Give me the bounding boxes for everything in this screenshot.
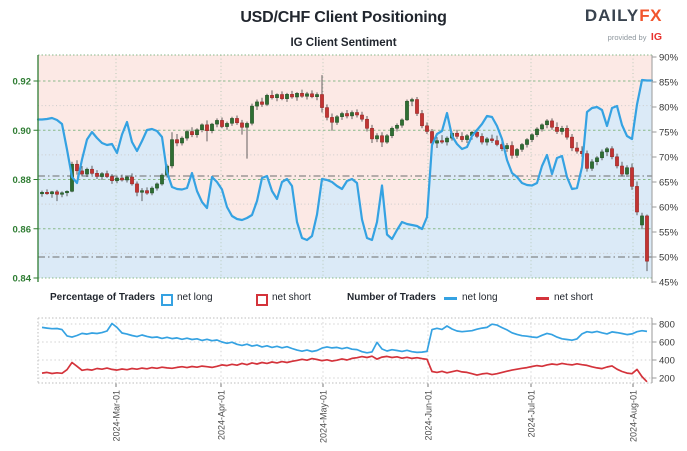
svg-text:0.84: 0.84: [13, 274, 32, 285]
svg-text:50%: 50%: [659, 253, 679, 264]
svg-text:85%: 85%: [659, 78, 679, 89]
dailyfx-wordmark: DAILYFX: [584, 6, 662, 25]
price-axis-left: 0.92 0.90 0.88 0.86 0.84: [13, 55, 39, 285]
percent-axis-right: 90% 85% 80% 75% 70% 65% 60% 55% 50% 45%: [651, 53, 679, 289]
svg-text:0.90: 0.90: [13, 126, 32, 137]
legend-net-short-count: net short: [554, 292, 593, 303]
legend: Percentage of Traders net long net short…: [0, 292, 687, 308]
date-axis: 2024-Mar-01 2024-Apr-01 2024-May-01 2024-Ju…: [112, 383, 639, 443]
chart-title: IG Client Sentiment: [290, 37, 397, 49]
page-title: USD/CHF Client Positioning: [240, 9, 447, 26]
legend-net-long-count: net long: [462, 292, 498, 303]
net-long-count-swatch-icon: [444, 297, 457, 300]
svg-text:65%: 65%: [659, 178, 679, 189]
legend-number-of-traders: Number of Traders: [347, 292, 436, 303]
svg-text:0.92: 0.92: [13, 77, 32, 88]
svg-text:2024-Apr-01: 2024-Apr-01: [217, 390, 227, 440]
fill-above-net-long: [38, 55, 652, 240]
main-gridlines: [38, 54, 652, 383]
svg-text:2024-Jul-01: 2024-Jul-01: [527, 390, 537, 438]
net-long-pct-swatch-icon: [161, 294, 173, 306]
svg-text:45%: 45%: [659, 278, 679, 289]
svg-text:60%: 60%: [659, 203, 679, 214]
traders-panel: 800 600 400 200: [37, 317, 675, 385]
svg-text:800: 800: [659, 320, 675, 331]
legend-net-short-pct: net short: [272, 292, 311, 303]
svg-text:55%: 55%: [659, 228, 679, 239]
svg-text:75%: 75%: [659, 128, 679, 139]
net-long-count-line: [41, 322, 648, 354]
legend-percentage-of-traders: Percentage of Traders: [50, 292, 156, 303]
provided-by-ig: provided by IG: [607, 31, 662, 43]
dailyfx-logo: DAILYFX provided by IG: [585, 7, 662, 44]
svg-text:2024-Mar-01: 2024-Mar-01: [112, 390, 122, 442]
legend-net-long-pct: net long: [177, 292, 213, 303]
candlesticks: [40, 75, 649, 272]
net-short-count-line: [41, 355, 648, 383]
svg-text:80%: 80%: [659, 103, 679, 114]
svg-text:2024-Aug-01: 2024-Aug-01: [629, 390, 639, 442]
svg-text:400: 400: [659, 356, 675, 367]
svg-text:0.88: 0.88: [13, 175, 32, 186]
reference-lines: [38, 175, 652, 258]
svg-text:90%: 90%: [659, 53, 679, 64]
net-long-pct-line: [36, 78, 654, 242]
net-short-count-swatch-icon: [536, 297, 549, 300]
svg-text:0.86: 0.86: [13, 224, 32, 235]
svg-text:600: 600: [659, 338, 675, 349]
svg-text:2024-Jun-01: 2024-Jun-01: [424, 390, 434, 441]
net-short-pct-swatch-icon: [256, 294, 268, 306]
svg-text:70%: 70%: [659, 153, 679, 164]
sentiment-fill-regions: [38, 55, 652, 278]
svg-text:2024-May-01: 2024-May-01: [319, 390, 329, 443]
svg-text:200: 200: [659, 374, 675, 385]
